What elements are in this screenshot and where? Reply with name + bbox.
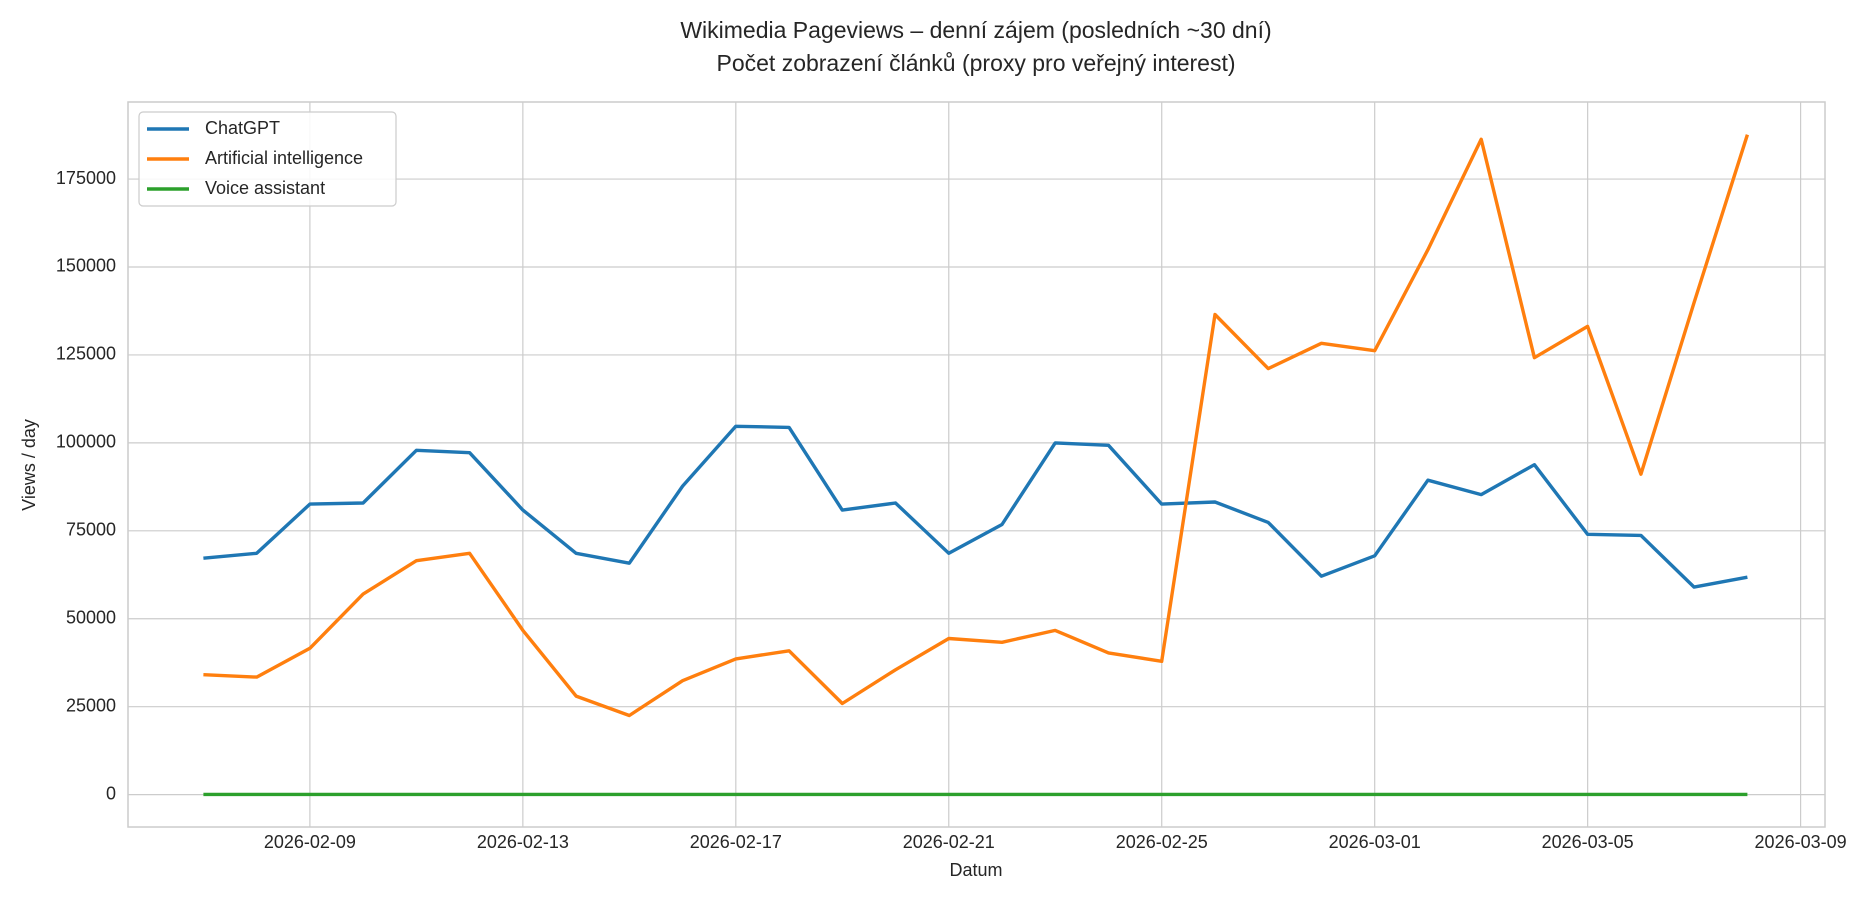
y-tick-label: 50000 <box>66 608 116 628</box>
legend-label: ChatGPT <box>205 118 280 138</box>
x-tick-label: 2026-02-25 <box>1116 832 1208 852</box>
data-line <box>203 424 1748 589</box>
y-tick-label: 125000 <box>56 344 116 364</box>
x-tick-label: 2026-03-09 <box>1755 832 1847 852</box>
legend-label: Artificial intelligence <box>205 148 363 168</box>
legend-box <box>138 111 397 207</box>
y-tick-label: 75000 <box>66 520 116 540</box>
y-axis-label: Views / day <box>19 419 39 511</box>
x-tick-label: 2026-02-13 <box>477 832 569 852</box>
chart-subtitle: Počet zobrazení článků (proxy pro veřejn… <box>716 50 1235 76</box>
y-tick-label: 150000 <box>56 256 116 276</box>
x-tick-label: 2026-03-05 <box>1542 832 1634 852</box>
data-line <box>203 134 1750 718</box>
y-tick-label: 175000 <box>56 168 116 188</box>
x-axis-label: Datum <box>949 860 1002 880</box>
legend-label: Voice assistant <box>205 178 325 198</box>
y-tick-label: 25000 <box>66 695 116 715</box>
plot-frame <box>127 101 1826 828</box>
y-tick-label: 0 <box>106 783 116 803</box>
x-tick-label: 2026-02-17 <box>690 832 782 852</box>
x-tick-label: 2026-03-01 <box>1329 832 1421 852</box>
x-tick-label: 2026-02-09 <box>264 832 356 852</box>
x-tick-label: 2026-02-21 <box>903 832 995 852</box>
y-tick-label: 100000 <box>56 432 116 452</box>
chart-title: Wikimedia Pageviews – denní zájem (posle… <box>680 17 1271 43</box>
